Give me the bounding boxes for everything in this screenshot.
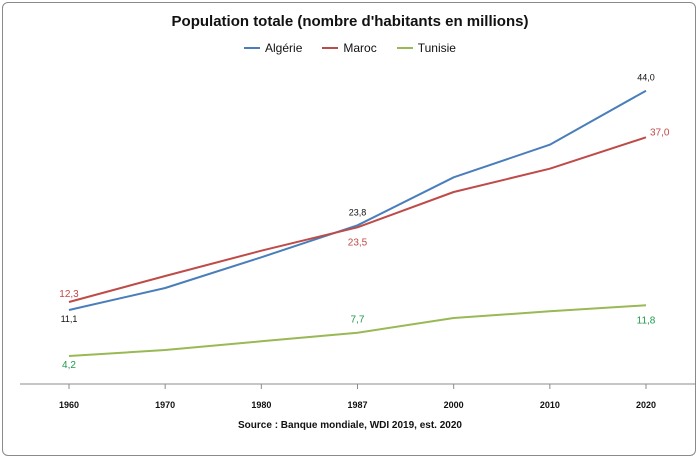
legend-swatch-tunisie [396, 47, 413, 49]
x-tick-label: 2000 [444, 400, 464, 410]
legend-item-algerie: Algérie [244, 41, 302, 55]
series-line-tunisie [68, 304, 647, 357]
x-tick-label: 1987 [347, 400, 367, 410]
data-label-tunisie: 7,7 [351, 315, 365, 326]
data-label-algerie: 11,1 [61, 314, 78, 324]
legend-item-tunisie: Tunisie [396, 41, 456, 55]
legend-swatch-maroc [322, 47, 339, 49]
data-label-maroc: 12,3 [59, 289, 79, 300]
data-label-tunisie: 11,8 [637, 315, 656, 326]
data-label-algerie: 44,0 [637, 73, 655, 83]
data-label-algerie: 23,8 [349, 207, 367, 217]
data-label-maroc: 37,0 [650, 127, 670, 138]
legend-label-maroc: Maroc [343, 41, 377, 55]
legend-item-maroc: Maroc [322, 41, 377, 55]
chart-title: Population totale (nombre d'habitants en… [171, 13, 529, 30]
data-label-maroc: 23,5 [348, 237, 368, 248]
x-tick-label: 1970 [155, 400, 175, 410]
x-tick-label: 1960 [59, 400, 79, 410]
x-tick-label: 2010 [540, 400, 560, 410]
series-line-maroc [68, 136, 647, 303]
data-label-tunisie: 4,2 [62, 360, 76, 371]
legend-label-tunisie: Tunisie [417, 41, 456, 55]
legend-label-algerie: Algérie [265, 41, 303, 55]
series-line-algerie [68, 89, 647, 311]
legend: Algérie Maroc Tunisie [0, 41, 700, 55]
x-tick-label: 1980 [251, 400, 271, 410]
x-tick-label: 2020 [636, 400, 656, 410]
chart-source: Source : Banque mondiale, WDI 2019, est.… [238, 420, 462, 431]
legend-swatch-algerie [244, 47, 261, 49]
